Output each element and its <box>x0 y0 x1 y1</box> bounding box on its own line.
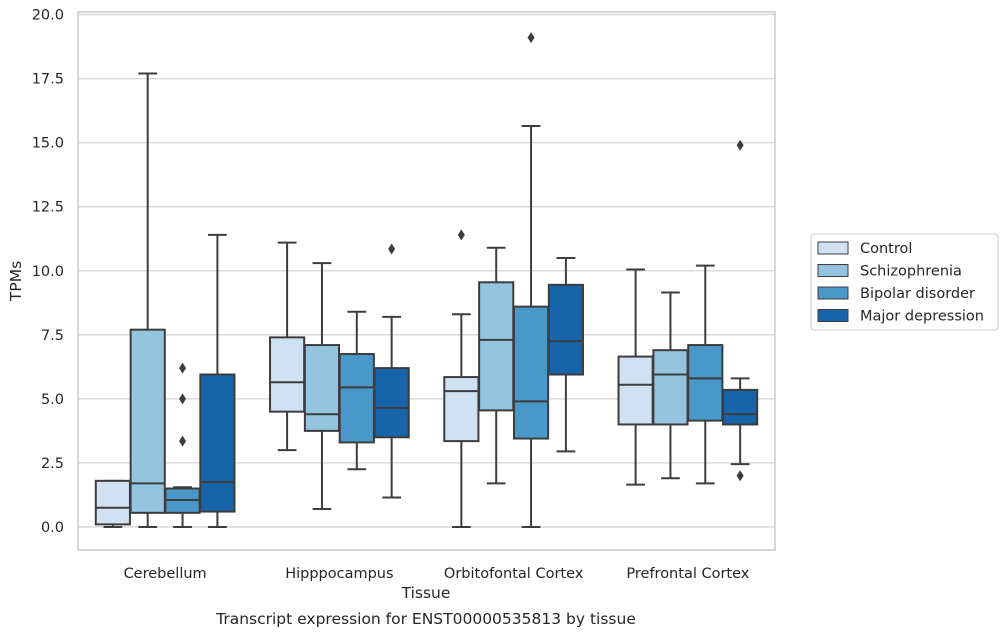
box <box>687 344 724 422</box>
y-tick-label: 2.5 <box>41 456 64 472</box>
legend-swatch <box>817 264 849 277</box>
outlier-point <box>736 470 744 482</box>
y-tick-label: 15.0 <box>32 136 64 152</box>
outlier-point <box>179 393 187 405</box>
legend-label: Major depression <box>860 309 984 325</box>
series-control <box>94 229 654 528</box>
box <box>94 479 131 526</box>
series-schizophrenia <box>129 72 689 528</box>
outlier-point <box>457 229 465 241</box>
y-tick-label: 17.5 <box>32 72 64 88</box>
box <box>199 373 236 513</box>
legend-item: Schizophrenia <box>817 264 962 280</box>
y-axis-title: TPMs <box>7 261 25 302</box>
outlier-point <box>736 139 744 151</box>
box <box>373 367 410 439</box>
legend-swatch <box>817 286 849 300</box>
box <box>547 283 584 376</box>
x-axis-tick-labels: Cerebellum Hipppocampus Orbitofontal Corte… <box>124 566 750 582</box>
legend-swatch <box>817 241 849 255</box>
box <box>617 355 654 426</box>
series-major-depression <box>199 139 759 528</box>
legend-frame <box>810 233 999 331</box>
x-axis-title: Tissue <box>401 584 451 602</box>
legend-label: Bipolar disorder <box>860 286 975 302</box>
x-tick-label: Hipppocampus <box>285 566 393 582</box>
plot-frame <box>77 11 776 551</box>
x-tick-label: Prefrontal Cortex <box>626 566 749 582</box>
box-series-layer <box>94 32 759 528</box>
box <box>338 353 375 444</box>
box <box>303 344 341 432</box>
chart-caption: Transcript expression for ENST0000053581… <box>215 610 636 628</box>
y-tick-label: 12.5 <box>32 200 64 216</box>
gridlines <box>78 13 775 528</box>
legend-item: Bipolar disorder <box>817 286 975 302</box>
legend-label: Control <box>860 241 912 257</box>
x-tick-label: Cerebellum <box>124 566 207 582</box>
legend: Control Schizophrenia Bipolar disorder Majo… <box>810 233 999 331</box>
y-tick-label: 10.0 <box>32 264 64 280</box>
y-tick-label: 7.5 <box>41 328 64 344</box>
box <box>443 376 480 443</box>
x-tick-label: Orbitofontal Cortex <box>444 566 584 582</box>
outlier-point <box>179 362 187 374</box>
legend-item: Control <box>817 241 912 257</box>
y-axis-tick-labels: 0.0 2.5 5.0 7.5 10.0 12.5 15.0 17.5 20.0 <box>32 8 64 536</box>
legend-swatch <box>817 309 849 322</box>
outlier-point <box>388 243 396 255</box>
box <box>269 336 306 413</box>
y-tick-label: 20.0 <box>32 8 64 24</box>
box <box>129 328 166 514</box>
outlier-point <box>179 435 187 447</box>
outlier-point <box>527 32 535 44</box>
plot-area <box>78 12 775 550</box>
y-tick-label: 0.0 <box>41 520 64 536</box>
box <box>478 281 515 412</box>
box <box>652 349 689 426</box>
box <box>722 388 759 426</box>
box <box>512 305 550 440</box>
legend-item: Major depression <box>817 309 984 325</box>
y-tick-label: 5.0 <box>41 392 64 408</box>
series-bipolar-disorder <box>164 32 724 528</box>
legend-label: Schizophrenia <box>860 264 962 280</box>
